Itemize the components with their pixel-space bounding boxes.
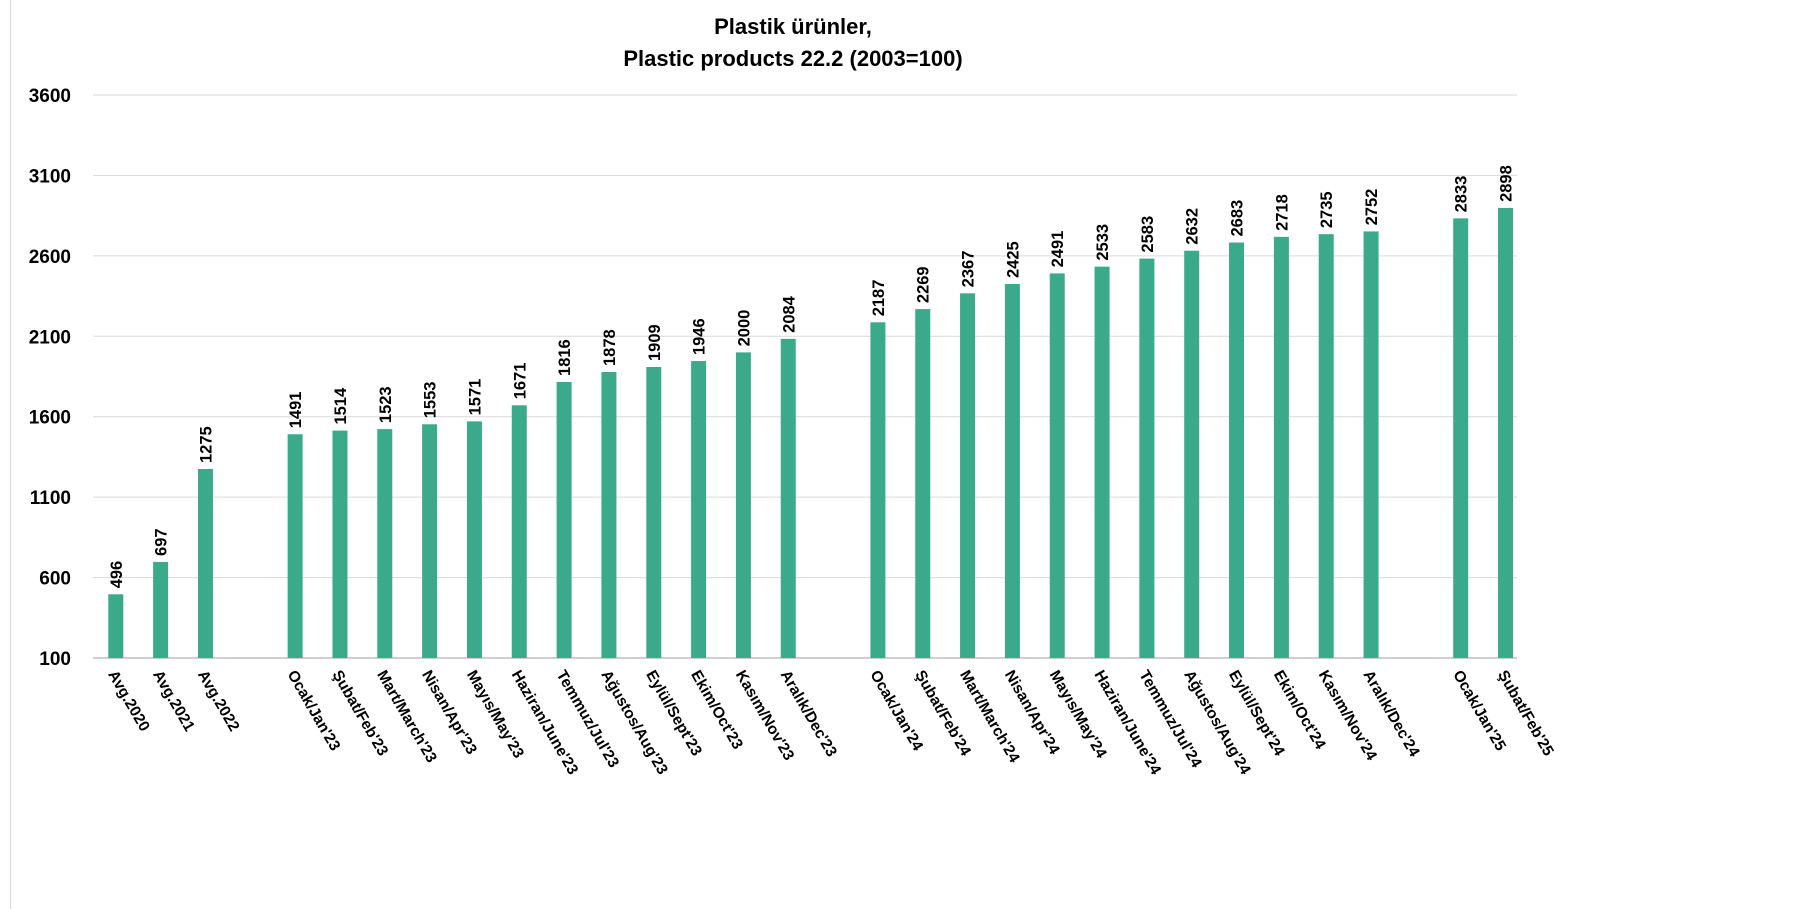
data-label: 1816	[556, 339, 574, 376]
data-label: 1523	[377, 386, 395, 423]
chart-title-line-2: Plastic products 22.2 (2003=100)	[623, 46, 962, 71]
data-label: 2367	[960, 251, 978, 288]
bar	[1139, 258, 1155, 658]
y-tick-label: 1100	[30, 488, 71, 509]
data-label: 2833	[1453, 176, 1471, 213]
bar	[735, 352, 751, 658]
chart-frame: 496 697 1275 1491 1514 1523 1553 1571 1671 1816 18…	[10, 0, 1804, 909]
bar	[422, 424, 438, 658]
bar	[646, 367, 662, 658]
data-label: 2084	[780, 295, 798, 333]
data-label: 2187	[870, 280, 888, 317]
data-label: 2269	[915, 266, 933, 303]
data-label: 1514	[332, 387, 350, 425]
bar	[287, 434, 303, 658]
bar	[1363, 231, 1379, 658]
data-label: 1571	[466, 379, 484, 416]
bar	[1318, 234, 1334, 659]
bar-chart: 496 697 1275 1491 1514 1523 1553 1571 1671 1816 18…	[29, 14, 1557, 779]
data-label: 2683	[1229, 200, 1247, 237]
bar	[1273, 236, 1289, 658]
data-label: 496	[108, 561, 126, 589]
data-label: 697	[153, 528, 171, 556]
bar	[1184, 250, 1200, 658]
bar	[197, 468, 213, 658]
data-label: 2000	[735, 310, 753, 347]
data-label: 2533	[1094, 224, 1112, 261]
data-label: 1878	[601, 329, 619, 366]
bar	[1049, 273, 1065, 658]
data-label: 2718	[1273, 194, 1291, 231]
bar	[466, 421, 482, 658]
x-tick-label: Avg.2022	[194, 668, 242, 735]
bar	[1498, 207, 1514, 659]
data-label: 2491	[1049, 231, 1067, 268]
data-label: 1553	[422, 382, 440, 419]
bar	[153, 561, 169, 658]
bar	[691, 361, 707, 658]
bar	[511, 405, 527, 658]
y-tick-label: 3600	[29, 86, 71, 107]
y-tick-label: 3100	[29, 166, 71, 187]
bar	[556, 381, 572, 658]
bar	[601, 371, 617, 658]
data-label: 2425	[1004, 241, 1022, 278]
y-tick-label: 100	[39, 649, 71, 670]
chart-title-line-1: Plastik ürünler,	[714, 14, 872, 39]
data-label: 2898	[1498, 165, 1516, 202]
data-labels: 496 697 1275 1491 1514 1523 1553 1571 1671 1816 18…	[108, 165, 1516, 588]
bar	[870, 322, 886, 658]
bar	[1229, 242, 1245, 659]
data-label: 1671	[511, 363, 529, 400]
data-label: 2735	[1318, 191, 1336, 228]
bar	[332, 430, 348, 658]
y-tick-label: 600	[39, 569, 71, 590]
data-label: 1946	[691, 318, 709, 355]
data-label: 2632	[1184, 208, 1202, 245]
bar	[1094, 266, 1110, 658]
bar	[915, 309, 931, 658]
bar	[960, 293, 976, 658]
data-label: 1275	[197, 426, 215, 463]
bar	[377, 429, 393, 658]
bars	[108, 207, 1514, 659]
data-label: 1909	[646, 324, 664, 361]
y-tick-label: 1600	[29, 408, 71, 429]
y-tick-label: 2600	[29, 247, 71, 268]
data-label: 1491	[287, 392, 305, 429]
data-label: 2752	[1363, 189, 1381, 226]
y-tick-label: 2100	[29, 327, 71, 348]
y-axis-ticks: 100 600 1100 1600 2100 2600 3100 3600	[29, 86, 71, 670]
bar	[1453, 218, 1469, 658]
x-tick-label: Avg.2021	[149, 668, 198, 735]
data-label: 2583	[1139, 216, 1157, 253]
bar	[780, 338, 796, 658]
gridlines	[93, 94, 1517, 659]
x-tick-label: Avg.2020	[104, 668, 152, 735]
bar	[1004, 284, 1020, 658]
bar	[108, 594, 124, 658]
